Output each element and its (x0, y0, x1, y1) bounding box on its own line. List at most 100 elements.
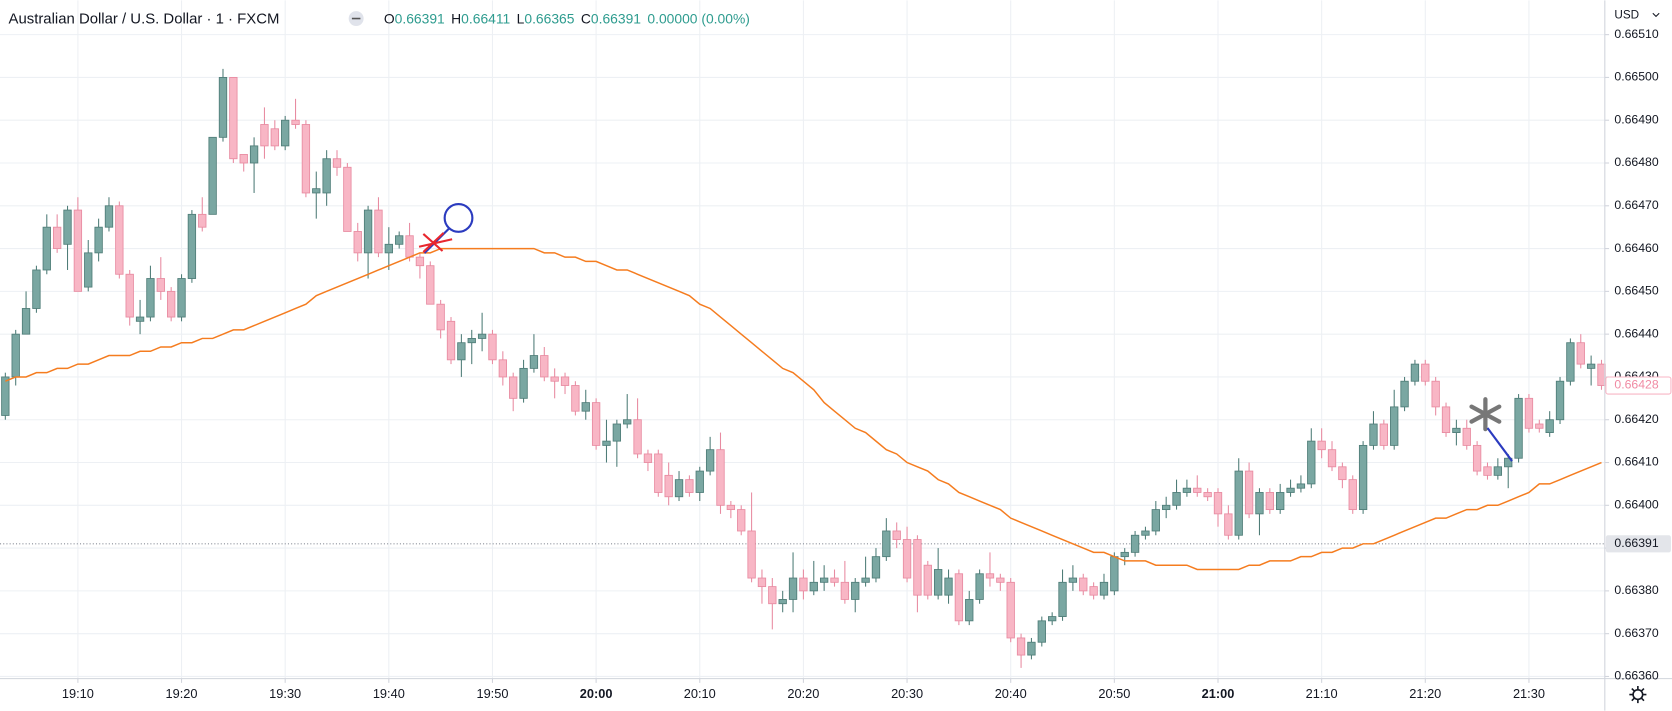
candle-body (840, 581, 850, 600)
candle-body (218, 77, 228, 138)
candle-body (1110, 556, 1119, 592)
y-tick-label: 0.66510 (1614, 27, 1658, 41)
candle-body (1120, 551, 1129, 558)
candle-body (1369, 423, 1378, 446)
candle-body (529, 355, 539, 369)
candle-body (281, 119, 290, 147)
candle-body (695, 470, 704, 493)
x-tick-label: 21:30 (1513, 686, 1545, 701)
candle-body (757, 577, 767, 588)
x-tick-label: 21:20 (1409, 686, 1441, 701)
candle-body (747, 530, 756, 579)
candle-body (1390, 406, 1399, 446)
candle-body (1089, 586, 1098, 596)
candle-body (1493, 466, 1503, 476)
candle-body (488, 333, 497, 361)
candle-body (716, 449, 725, 506)
candle-body (167, 290, 176, 318)
candle-body (1172, 492, 1181, 506)
x-tick-label: 20:40 (995, 686, 1027, 701)
y-tick-label: 0.66470 (1614, 198, 1658, 212)
candle-body (63, 209, 72, 245)
candle-body (809, 581, 818, 592)
candle-body (933, 569, 943, 596)
candle-body (1348, 479, 1357, 511)
candle-body (664, 474, 673, 498)
candle-body (985, 573, 995, 579)
candle-body (685, 479, 694, 493)
candle-body (1472, 444, 1482, 472)
candle-body (954, 573, 964, 622)
candle-body (436, 303, 445, 331)
x-tick-label: 19:30 (269, 686, 301, 701)
ohlc-key: L (517, 10, 525, 26)
candle-body (1099, 581, 1109, 596)
candle-body (208, 136, 217, 215)
x-tick-label: 20:00 (580, 686, 613, 701)
ohlc-value: 0.66365 (524, 10, 574, 26)
y-tick-label: 0.66380 (1614, 583, 1658, 597)
y-tick-label: 0.66440 (1614, 326, 1658, 340)
candle-body (32, 269, 41, 309)
candle-body (633, 419, 642, 455)
candle-body (1286, 487, 1295, 493)
candle-body (799, 577, 808, 592)
candle-body (1338, 466, 1347, 481)
candle-body (996, 577, 1005, 583)
candle-body (1307, 440, 1316, 485)
candle-body (1586, 363, 1596, 369)
candle-body (104, 205, 114, 228)
candle-body (477, 333, 487, 339)
currency-label[interactable]: USD (1614, 8, 1639, 21)
candle-body (1576, 342, 1585, 365)
candle-body (363, 209, 373, 254)
candle-body (1504, 457, 1513, 468)
candle-body (1203, 492, 1212, 498)
candle-body (135, 316, 145, 322)
candle-body (674, 479, 684, 498)
grid (0, 0, 1605, 679)
candle-body (312, 188, 321, 194)
drawing-line (1486, 427, 1513, 462)
candle-body (1276, 492, 1285, 511)
candle-body (1182, 487, 1192, 493)
candle-body (11, 333, 20, 378)
candle-body (1421, 363, 1430, 382)
y-tick-label: 0.66500 (1614, 70, 1658, 84)
candle-body (1400, 380, 1409, 408)
candle-body (1410, 363, 1420, 382)
candle-body (146, 278, 155, 318)
last-price-label: 0.66391 (1614, 536, 1658, 550)
candle-body (1068, 577, 1078, 583)
candle-body (84, 252, 93, 288)
candle-body (94, 226, 103, 254)
x-tick-label: 20:50 (1098, 686, 1130, 701)
candle-body (1566, 342, 1575, 382)
candle-body (965, 599, 974, 622)
candle-body (1058, 581, 1067, 617)
candle-body (395, 235, 404, 245)
gear-icon (1632, 688, 1644, 701)
ohlc-key: C (581, 10, 591, 26)
x-tick-label: 20:20 (787, 686, 819, 701)
candle-body (768, 586, 777, 605)
candle-body (1037, 620, 1046, 643)
candle-body (1431, 380, 1440, 408)
candle-body (944, 577, 953, 596)
y-tick-label: 0.66480 (1614, 155, 1658, 169)
ma-price-label: 0.66428 (1614, 378, 1658, 392)
candle-body (913, 539, 922, 596)
candle-body (249, 145, 259, 164)
currency-dropdown[interactable] (1652, 12, 1660, 18)
candle-body (1327, 449, 1337, 468)
candle-body (1006, 581, 1015, 639)
moving-average (5, 247, 1602, 571)
candle-body (125, 273, 134, 318)
candle-body (871, 556, 881, 579)
candle-body (581, 402, 590, 412)
candle-body (1441, 406, 1451, 433)
settings-button[interactable] (1629, 686, 1647, 704)
axes: 0.663600.663700.663800.663900.664000.664… (62, 27, 1672, 701)
y-tick-label: 0.66490 (1614, 112, 1658, 126)
